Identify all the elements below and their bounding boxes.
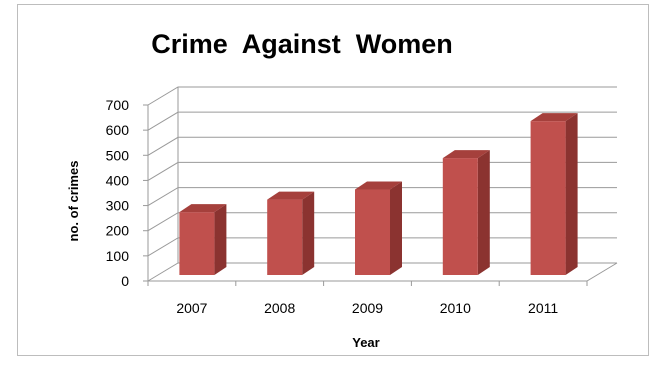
bar-side	[477, 150, 490, 275]
bar-2009	[355, 181, 402, 275]
y-tick-label: 0	[121, 273, 129, 289]
bar-2010	[442, 150, 490, 275]
x-axis-ticks: 2007 2008 2009 2010 2011	[147, 281, 588, 316]
bar-2008	[267, 191, 315, 275]
x-tick-label: 2010	[440, 300, 471, 316]
bar-top	[355, 181, 402, 190]
x-tick-label: 2011	[528, 300, 558, 316]
x-tick-label: 2008	[264, 300, 295, 316]
y-tick-label: 700	[106, 97, 130, 113]
gridline	[147, 136, 617, 156]
gridline	[147, 111, 617, 131]
bar-top	[530, 113, 578, 122]
y-tick-label: 200	[106, 223, 130, 239]
y-tick-label: 500	[106, 147, 130, 163]
y-tick-label: 100	[106, 248, 130, 264]
bar-top	[179, 204, 227, 213]
y-tick-label: 300	[106, 198, 130, 214]
bar-top	[267, 191, 315, 200]
x-tick-label: 2009	[352, 300, 383, 316]
bar-2007	[179, 204, 227, 275]
bar-2011	[530, 113, 578, 275]
bar-side	[565, 113, 578, 275]
bar-top	[442, 150, 490, 159]
bars	[179, 113, 578, 275]
x-tick-label: 2007	[176, 300, 207, 316]
y-tick-label: 400	[106, 172, 130, 188]
chart-title: Crime Against Women	[151, 29, 453, 59]
bar-front	[530, 121, 566, 275]
y-axis-title: no. of crimes	[66, 161, 81, 242]
gridline	[147, 86, 617, 106]
bar-side	[214, 204, 227, 275]
bar-front	[355, 189, 390, 275]
bar-side	[390, 181, 402, 275]
y-axis-ticks: 0 100 200 300 400 500 600 700	[106, 97, 148, 289]
y-tick-label: 600	[106, 122, 130, 138]
bar-front	[442, 158, 478, 275]
bar-front	[179, 212, 215, 275]
x-axis-title: Year	[352, 335, 379, 350]
bar-front	[267, 199, 303, 275]
bar-side	[302, 191, 315, 275]
